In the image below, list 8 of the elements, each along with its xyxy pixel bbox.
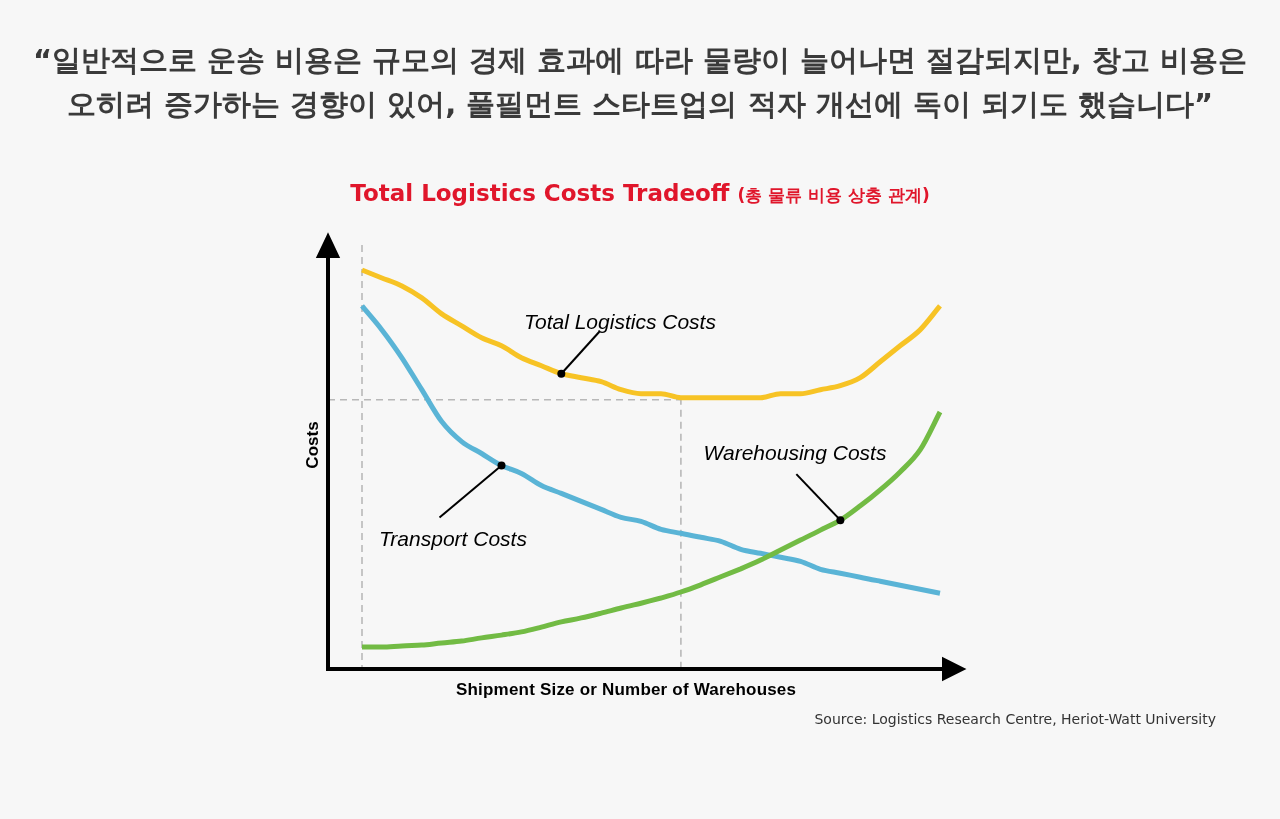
y-axis-title: Costs bbox=[303, 421, 322, 469]
series-label: Total Logistics Costs bbox=[524, 310, 717, 333]
chart-subtitle: Total Logistics Costs Tradeoff (총 물류 비용 상충 관계) bbox=[350, 180, 930, 206]
source-note: Source: Logistics Research Centre, Heriot-Watt University bbox=[814, 711, 1216, 727]
chart-title: “일반적으로 운송 비용은 규모의 경제 효과에 따라 물량이 늘어나면 절감되지만, 창고 비용은 오히려 증가하는 경향이 있어, 풀필먼트 스타트업의 적자 개선에 독이 되기도 했습니다” bbox=[31, 42, 1249, 123]
text: Transport Costs bbox=[379, 527, 528, 550]
series-label: Warehousing Costs bbox=[703, 441, 887, 464]
x-axis-title: Shipment Size or Number of Warehouses bbox=[456, 680, 796, 699]
